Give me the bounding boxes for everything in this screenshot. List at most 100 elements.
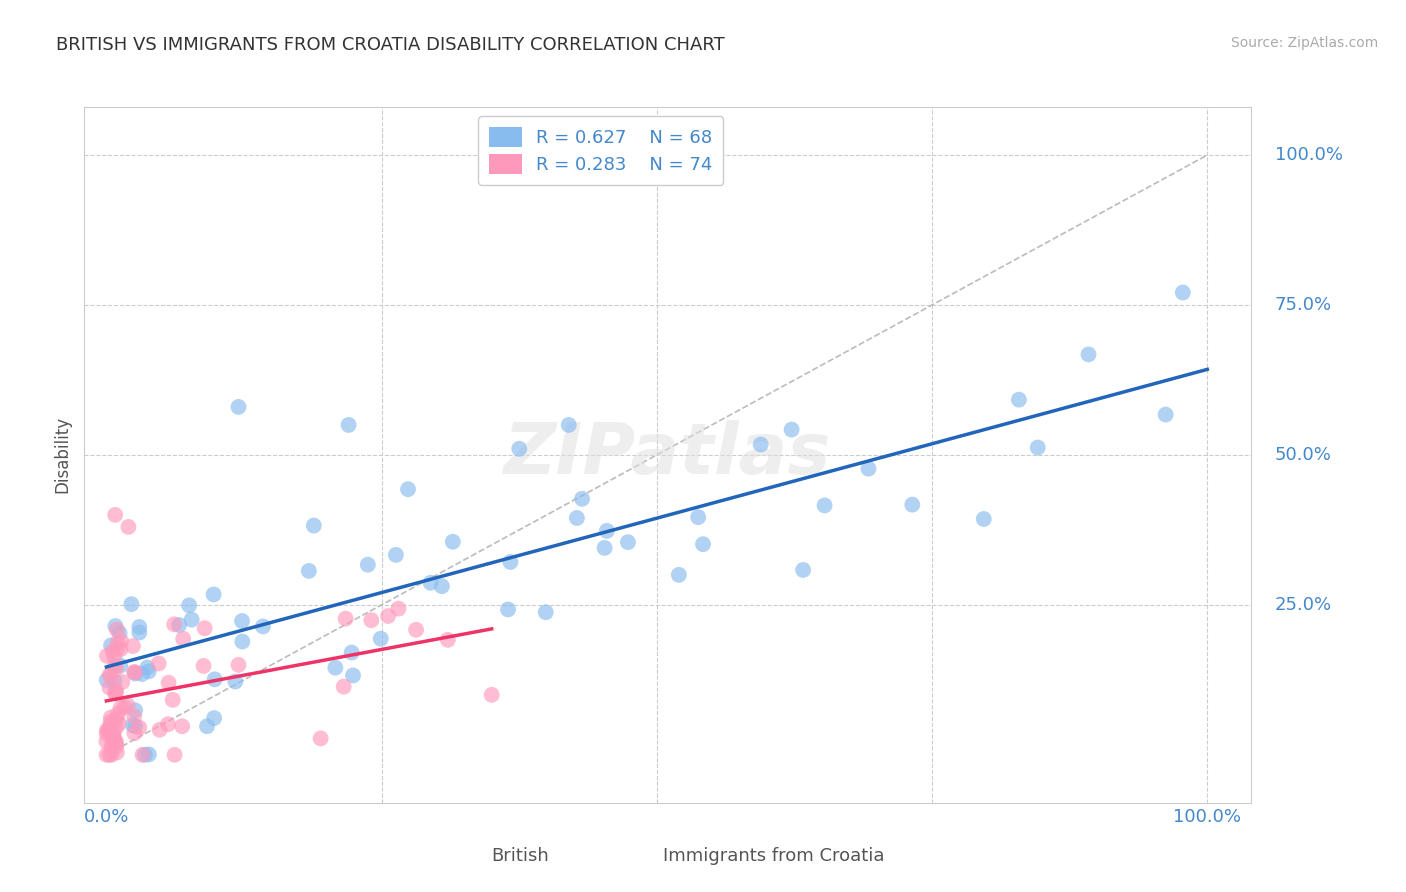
Point (101, 734, 124, 748)
Point (231, 614, 253, 628)
Point (100, 739, 122, 753)
Point (692, 537, 714, 551)
Point (430, 579, 453, 593)
Point (193, 659, 215, 673)
Point (121, 718, 143, 732)
Point (202, 587, 225, 601)
Point (124, 666, 146, 681)
Point (103, 728, 125, 742)
Point (749, 437, 772, 451)
Point (105, 735, 128, 749)
Point (96, 747, 118, 762)
Point (122, 639, 145, 653)
Point (167, 618, 190, 632)
Point (122, 665, 145, 680)
Point (104, 662, 127, 676)
Point (98, 723, 121, 737)
Point (387, 601, 409, 615)
Point (96, 723, 118, 737)
Y-axis label: Disability: Disability (53, 417, 72, 493)
Point (104, 658, 127, 673)
Point (156, 717, 179, 731)
Text: 75.0%: 75.0% (1275, 296, 1331, 314)
Point (110, 633, 132, 648)
Point (419, 575, 441, 590)
Point (340, 646, 363, 660)
Point (122, 709, 145, 723)
Text: 25.0%: 25.0% (1275, 596, 1331, 614)
Point (558, 417, 581, 432)
Text: Source: ZipAtlas.com: Source: ZipAtlas.com (1230, 36, 1378, 50)
Point (104, 508, 127, 522)
Point (96, 648, 118, 663)
Point (128, 620, 150, 634)
Point (1026, 441, 1049, 455)
Point (298, 564, 321, 578)
Point (194, 621, 217, 635)
Point (111, 675, 134, 690)
Point (593, 541, 616, 555)
Point (335, 612, 357, 626)
Point (117, 520, 139, 534)
Point (112, 700, 135, 714)
Point (1154, 408, 1177, 422)
Point (98, 668, 121, 682)
Point (179, 599, 201, 613)
Point (202, 711, 225, 725)
Point (138, 747, 160, 762)
Point (180, 613, 202, 627)
Point (105, 712, 128, 726)
Point (228, 657, 250, 672)
Point (571, 491, 593, 506)
Point (481, 688, 503, 702)
Point (813, 499, 835, 513)
Point (385, 548, 408, 562)
Point (103, 649, 125, 664)
Point (163, 617, 186, 632)
Point (1077, 347, 1099, 361)
Point (148, 657, 170, 671)
Point (101, 644, 124, 658)
Text: 50.0%: 50.0% (1275, 446, 1331, 464)
Point (98, 681, 121, 695)
Point (195, 719, 218, 733)
Point (337, 417, 360, 432)
Point (508, 442, 530, 456)
Point (162, 693, 184, 707)
Point (103, 732, 125, 747)
Point (360, 613, 382, 627)
Legend: R = 0.627    N = 68, R = 0.283    N = 74: R = 0.627 N = 68, R = 0.283 N = 74 (478, 116, 724, 185)
Point (134, 747, 156, 762)
Point (97, 723, 120, 737)
Point (108, 716, 131, 731)
Point (973, 512, 995, 526)
Point (96, 734, 118, 748)
Point (124, 726, 146, 740)
Point (100, 718, 122, 732)
Point (124, 719, 146, 733)
Text: 100.0%: 100.0% (1275, 146, 1343, 164)
Point (405, 623, 427, 637)
Point (110, 700, 132, 714)
Point (124, 703, 146, 717)
Point (325, 661, 347, 675)
Point (858, 461, 880, 475)
Point (342, 668, 364, 682)
Point (128, 625, 150, 640)
Point (105, 683, 128, 698)
Point (157, 675, 180, 690)
Text: BRITISH VS IMMIGRANTS FROM CROATIA DISABILITY CORRELATION CHART: BRITISH VS IMMIGRANTS FROM CROATIA DISAB… (56, 36, 725, 54)
Point (228, 400, 250, 414)
Point (100, 747, 122, 762)
Point (688, 510, 710, 524)
Text: Immigrants from Croatia: Immigrants from Croatia (662, 847, 884, 865)
Text: ZIPatlas: ZIPatlas (505, 420, 831, 490)
Point (252, 619, 274, 633)
Point (128, 721, 150, 735)
Point (100, 710, 122, 724)
Point (104, 619, 127, 633)
Point (1171, 285, 1194, 300)
Point (100, 668, 122, 682)
Point (668, 567, 690, 582)
Point (100, 715, 122, 730)
